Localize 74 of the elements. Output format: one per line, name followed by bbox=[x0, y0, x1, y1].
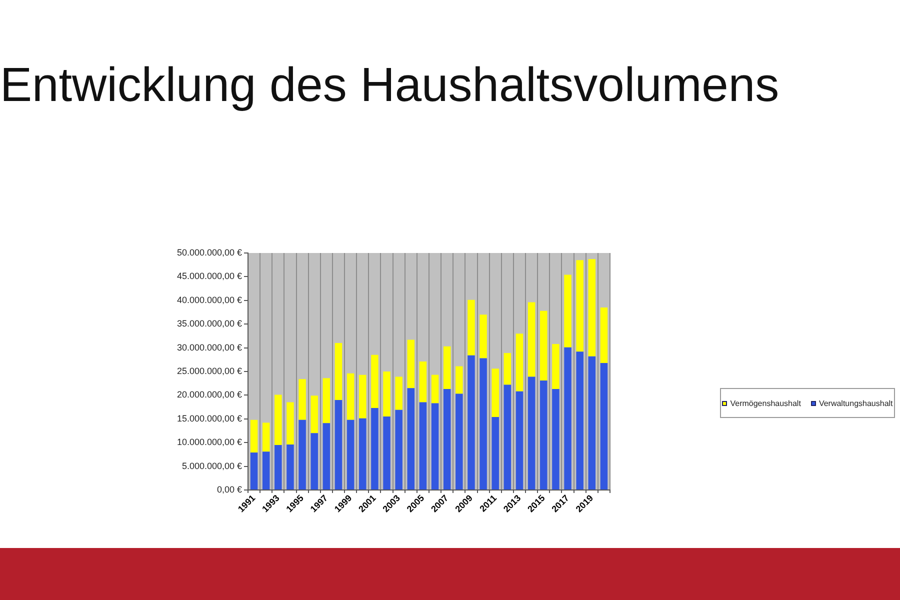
bar bbox=[395, 410, 402, 490]
bar bbox=[310, 396, 318, 434]
bar bbox=[407, 340, 415, 388]
bar bbox=[456, 366, 463, 394]
bar bbox=[322, 423, 330, 490]
y-tick-label: 50.000.000,00 € bbox=[176, 247, 242, 258]
bar bbox=[371, 354, 378, 408]
chart-title: Entwicklung des Haushaltsvolumens bbox=[0, 58, 780, 114]
bar bbox=[468, 300, 475, 356]
bar bbox=[443, 346, 451, 390]
bar bbox=[262, 452, 270, 490]
bar bbox=[600, 308, 608, 363]
y-tick-label: 30.000.000,00 € bbox=[176, 342, 242, 352]
bar bbox=[588, 259, 596, 356]
bar bbox=[443, 389, 451, 490]
y-tick-label: 5.000.000,00 € bbox=[182, 460, 242, 471]
bar bbox=[504, 353, 512, 385]
bar bbox=[322, 378, 330, 424]
bar bbox=[383, 416, 390, 490]
bar bbox=[492, 417, 499, 490]
bar bbox=[564, 347, 572, 490]
bar bbox=[310, 433, 318, 490]
bar bbox=[431, 374, 439, 404]
legend-label: Vermögenshaushalt bbox=[730, 398, 801, 408]
bar bbox=[298, 379, 306, 420]
legend-label: Verwaltungshaushalt bbox=[818, 398, 893, 408]
bar bbox=[564, 274, 572, 348]
bar bbox=[262, 422, 270, 452]
bar bbox=[516, 334, 524, 392]
y-tick-label: 15.000.000,00 € bbox=[176, 413, 242, 424]
bar bbox=[334, 343, 342, 400]
y-tick-label: 10.000.000,00 € bbox=[176, 437, 242, 448]
bar bbox=[250, 452, 258, 490]
bar bbox=[528, 302, 536, 377]
bar bbox=[371, 408, 378, 490]
bar bbox=[540, 310, 548, 381]
bar bbox=[419, 402, 427, 490]
bar bbox=[419, 362, 427, 402]
bar bbox=[456, 394, 463, 490]
bar bbox=[407, 388, 415, 490]
bar bbox=[576, 352, 584, 490]
bar bbox=[286, 402, 294, 444]
bar bbox=[431, 403, 439, 490]
y-tick-label: 40.000.000,00 € bbox=[176, 294, 242, 305]
bar bbox=[552, 344, 560, 390]
bar bbox=[359, 418, 366, 490]
y-tick-label: 35.000.000,00 € bbox=[176, 318, 242, 329]
y-tick-label: 0,00 € bbox=[216, 484, 242, 494]
bar bbox=[600, 362, 608, 490]
bar bbox=[528, 376, 536, 490]
y-tick-label: 45.000.000,00 € bbox=[176, 271, 242, 282]
bar bbox=[492, 368, 499, 418]
bar bbox=[359, 374, 366, 418]
bar bbox=[468, 355, 475, 490]
y-tick-label: 20.000.000,00 € bbox=[176, 390, 242, 400]
bar bbox=[552, 389, 560, 490]
bar bbox=[480, 358, 487, 490]
bar bbox=[334, 400, 342, 490]
bar bbox=[540, 380, 548, 490]
y-tick-label: 25.000.000,00 € bbox=[176, 366, 242, 376]
bar bbox=[516, 391, 524, 490]
bar bbox=[274, 394, 282, 445]
bar bbox=[504, 384, 512, 490]
bar bbox=[588, 356, 596, 490]
bar bbox=[480, 314, 487, 358]
bar bbox=[346, 420, 354, 490]
bar bbox=[298, 420, 306, 490]
bar bbox=[395, 376, 402, 410]
bar bbox=[274, 444, 282, 490]
bar bbox=[250, 420, 258, 453]
bar bbox=[346, 373, 354, 420]
bar bbox=[576, 260, 584, 352]
bar bbox=[286, 444, 294, 490]
bar bbox=[383, 372, 390, 417]
